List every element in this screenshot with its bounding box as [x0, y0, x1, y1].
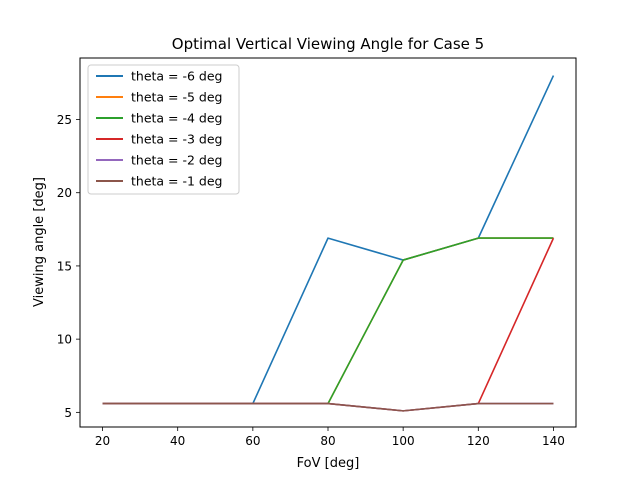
legend-label-6: theta = -1 deg: [131, 174, 223, 189]
legend-label-1: theta = -6 deg: [131, 69, 223, 84]
legend: theta = -6 deg theta = -5 deg theta = -4 d…: [87, 64, 240, 195]
x-tick-label: 100: [392, 434, 415, 448]
x-axis: 20 40 60 80 100 120 140: [95, 427, 565, 448]
x-tick-label: 120: [467, 434, 490, 448]
series-line-5: [102, 402, 554, 412]
y-tick-label: 20: [57, 186, 72, 200]
series-line-3: [102, 237, 554, 405]
x-tick-label: 80: [320, 434, 335, 448]
y-axis: 5 10 15 20 25: [57, 113, 80, 420]
x-tick-label: 20: [95, 434, 110, 448]
y-tick-label: 10: [57, 333, 72, 347]
legend-label-5: theta = -2 deg: [131, 153, 223, 168]
chart-title: Optimal Vertical Viewing Angle for Case …: [172, 35, 484, 53]
legend-box: [87, 64, 240, 195]
y-tick-label: 5: [64, 406, 72, 420]
y-tick-label: 25: [57, 113, 72, 127]
series-line-6: [102, 402, 554, 412]
legend-label-4: theta = -3 deg: [131, 132, 223, 147]
x-tick-label: 40: [170, 434, 185, 448]
series-line-4: [102, 237, 555, 412]
y-axis-label: Viewing angle [deg]: [32, 177, 47, 307]
legend-label-2: theta = -5 deg: [131, 90, 223, 105]
x-tick-label: 140: [542, 434, 565, 448]
x-tick-label: 60: [245, 434, 260, 448]
series-layer: [102, 75, 555, 412]
x-axis-label: FoV [deg]: [297, 456, 360, 471]
legend-label-3: theta = -4 deg: [131, 111, 223, 126]
series-line-2: [102, 237, 554, 405]
y-tick-label: 15: [57, 259, 72, 273]
